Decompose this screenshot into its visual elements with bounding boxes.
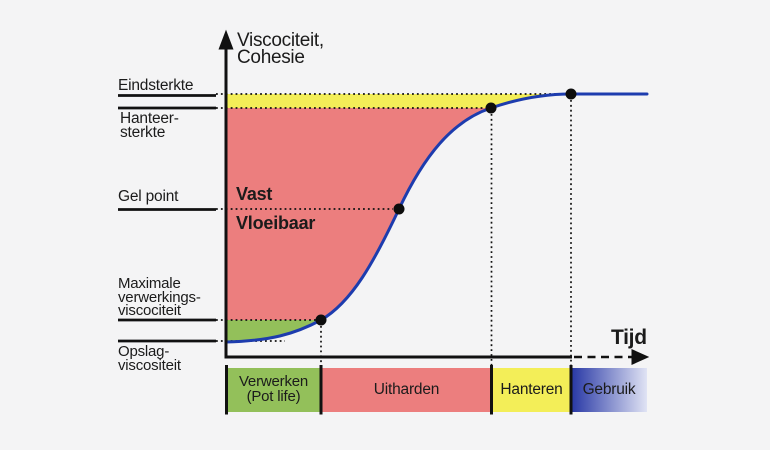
- label-opslag-line2: viscositeit: [118, 356, 181, 374]
- label-max-verwerking-line2: verwerkings-: [118, 288, 201, 306]
- marker-dot-eindsterkte: [565, 88, 577, 100]
- label-eindsterkte: Eindsterkte: [118, 77, 194, 94]
- band-verwerken: [226, 368, 321, 412]
- band-uitharden: [321, 368, 492, 412]
- label-hanteersterkte-line1: Hanteer-: [120, 110, 179, 127]
- x-axis-arrowhead: [631, 349, 650, 365]
- annotation-vast: Vast: [236, 184, 273, 204]
- y-axis-title: Viscociteit, Cohesie: [237, 30, 324, 68]
- label-max-verwerking-line1: Maximale: [118, 275, 181, 292]
- region-verwerken-green: [226, 320, 321, 342]
- band-gebruik: [571, 368, 647, 412]
- marker-dot-gelpoint: [393, 203, 405, 215]
- band-label-gebruik: Gebruik: [582, 381, 636, 398]
- label-opslag-line1: Opslag-: [118, 343, 170, 360]
- band-label-uitharden: Uitharden: [373, 381, 440, 398]
- x-axis-title: Tijd: [611, 326, 647, 349]
- band-label-hanteren: Hanteren: [500, 381, 563, 398]
- y-axis-title-line2: Cohesie: [237, 46, 305, 68]
- label-hanteersterkte-line2: sterkte: [120, 123, 166, 141]
- y-axis-title-line1: Viscociteit,: [237, 30, 324, 51]
- annotation-vloeibaar: Vloeibaar: [236, 213, 316, 233]
- label-max-verwerking-line3: viscociteit: [118, 302, 181, 320]
- label-max-verwerking: Maximale verwerkings- viscociteit: [118, 275, 201, 320]
- y-axis-arrowhead: [218, 29, 234, 50]
- marker-dot-max-verwerking: [315, 314, 327, 326]
- band-label-verwerken-line2: (Pot life): [246, 388, 301, 405]
- marker-dot-hanteersterkte: [485, 102, 497, 114]
- label-gelpoint: Gel point: [118, 188, 179, 205]
- band-hanteren: [492, 368, 571, 412]
- label-hanteersterkte: Hanteer- sterkte: [120, 110, 179, 141]
- label-opslag: Opslag- viscositeit: [118, 343, 181, 374]
- band-label-verwerken-line1: Verwerken: [238, 373, 309, 390]
- region-hanteren-yellow: [226, 94, 571, 108]
- band-label-verwerken: Verwerken (Pot life): [226, 374, 321, 404]
